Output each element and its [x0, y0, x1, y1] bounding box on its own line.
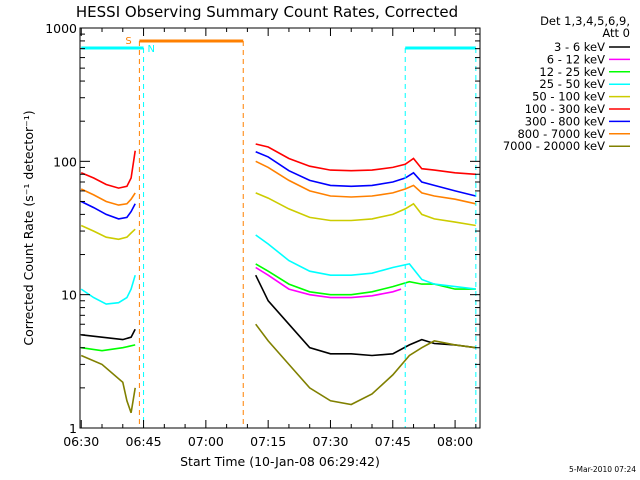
series-line-8-seg-1: [80, 188, 136, 206]
chart-title: HESSI Observing Summary Count Rates, Cor…: [76, 3, 458, 21]
x-tick-label-7: 08:00: [437, 434, 473, 449]
legend-label-5: 50 - 100 keV: [532, 90, 605, 104]
legend-label-3: 12 - 25 keV: [539, 65, 605, 79]
x-tick-label-6: 07:45: [375, 434, 411, 449]
series-line-4-seg-2: [255, 234, 476, 290]
legend-label-4: 25 - 50 keV: [539, 77, 605, 91]
y-tick-label-4: 1000: [45, 21, 77, 36]
y-tick-label-1: 1: [69, 421, 77, 436]
series-line-7-seg-2: [255, 150, 476, 197]
legend-label-2: 6 - 12 keV: [547, 52, 605, 66]
series-line-3-seg-1: [81, 344, 136, 352]
legend-label-8: 800 - 7000 keV: [517, 127, 605, 141]
legend-header-1: Det 1,3,4,5,6,9,: [540, 14, 630, 28]
series-line-9-seg-2: [255, 323, 476, 406]
legend-header-2: Att 0: [602, 26, 630, 40]
x-tick-label-4: 07:15: [250, 434, 286, 449]
x-tick-label-1: 06:30: [63, 434, 99, 449]
y-tick-label-3: 100: [53, 154, 77, 169]
legend-label-9: 7000 - 20000 keV: [503, 139, 605, 153]
legend-label-7: 300 - 800 keV: [525, 114, 605, 128]
series-line-1-seg-2: [254, 274, 476, 357]
saa-label: S: [125, 36, 131, 47]
legend-label-1: 3 - 6 keV: [554, 40, 605, 54]
series-line-1-seg-1: [81, 328, 136, 341]
series-line-5-seg-2: [255, 192, 476, 227]
x-tick-label-2: 06:45: [126, 434, 162, 449]
footer-timestamp: 5-Mar-2010 07:24: [569, 465, 636, 474]
series-line-5-seg-1: [80, 224, 136, 241]
series-line-9-seg-1: [80, 354, 136, 414]
night-label: N: [148, 44, 155, 55]
x-tick-label-3: 07:00: [188, 434, 224, 449]
series-line-6-seg-1: [80, 150, 136, 189]
series-line-6-seg-2: [255, 143, 476, 176]
y-axis: 1 10 100 1000: [45, 21, 480, 436]
y-tick-label-2: 10: [61, 288, 77, 303]
x-axis: 06:30 06:45 07:00 07:15 07:30 07:45 08:00: [63, 28, 477, 449]
series-line-7-seg-1: [80, 200, 136, 220]
x-tick-label-5: 07:30: [312, 434, 348, 449]
legend-label-6: 100 - 300 keV: [525, 102, 605, 116]
series-line-4-seg-1: [80, 274, 136, 305]
plot-marks: [80, 39, 477, 428]
x-axis-label: Start Time (10-Jan-08 06:29:42): [180, 454, 380, 469]
y-axis-label: Corrected Count Rate (s⁻¹ detector⁻¹): [21, 110, 36, 345]
series-line-2-seg-1: [255, 266, 402, 299]
plot-frame: [79, 27, 481, 429]
series-line-8-seg-2: [255, 160, 476, 205]
